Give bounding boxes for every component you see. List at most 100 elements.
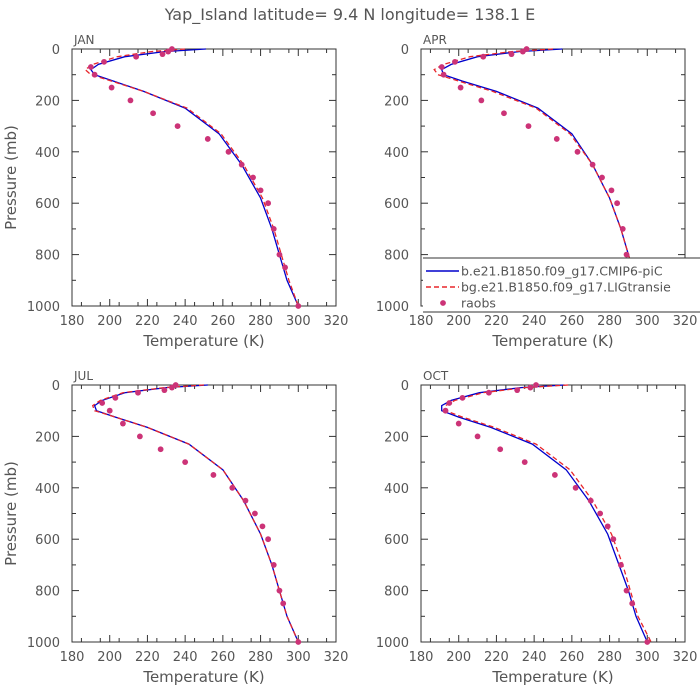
raobs-point (438, 64, 445, 70)
raobs-point (101, 58, 107, 65)
raobs-point (525, 123, 532, 129)
raobs-point (87, 64, 94, 70)
x-tick-label: 180 (409, 314, 434, 329)
raobs-point (270, 226, 277, 232)
x-tick-label: 220 (135, 650, 160, 665)
raobs-point (497, 446, 504, 453)
raobs-point (157, 446, 164, 453)
x-tick-label: 240 (173, 314, 198, 329)
raobs-point (617, 562, 624, 568)
x-tick-label: 200 (97, 650, 122, 665)
raobs-point (120, 420, 126, 427)
legend-label: raobs (461, 296, 496, 311)
x-tick-label: 200 (446, 314, 471, 329)
y-tick-label: 800 (384, 585, 409, 600)
x-tick-label: 280 (597, 650, 622, 665)
raobs-point (265, 200, 272, 207)
x-tick-label: 300 (286, 650, 311, 665)
raobs-point (446, 400, 453, 406)
x-tick-label: 260 (210, 650, 235, 665)
raobs-point (91, 71, 98, 78)
raobs-point (533, 382, 539, 388)
raobs-point (608, 187, 615, 194)
x-tick-label: 260 (559, 314, 584, 329)
x-tick-label: 320 (673, 314, 698, 329)
y-tick-label: 0 (52, 379, 60, 394)
raobs-point (521, 459, 528, 465)
x-tick-label: 220 (135, 314, 160, 329)
plot-frame (71, 384, 337, 643)
raobs-point (295, 639, 302, 645)
raobs-point (604, 523, 611, 530)
x-tick-label: 300 (635, 650, 660, 665)
raobs-point (282, 264, 288, 271)
raobs-point (252, 510, 258, 517)
raobs-point (108, 84, 115, 91)
raobs-point (553, 136, 560, 142)
raobs-point (161, 387, 168, 394)
x-tick-label: 320 (673, 650, 698, 665)
x-axis-label: Temperature (K) (491, 332, 613, 350)
series-lig-line (444, 384, 652, 643)
x-tick-label: 180 (409, 650, 434, 665)
y-tick-label: 200 (35, 430, 60, 445)
panel-jul: 180 200 220 240 260 280 300 320 0 200 400 600 800 100… (2, 369, 348, 686)
y-tick-label: 600 (35, 533, 60, 548)
x-tick-label: 240 (522, 314, 547, 329)
panel-month-label: OCT (423, 369, 449, 383)
series-picontrol-line (89, 48, 299, 307)
raobs-point (174, 123, 181, 129)
raobs-point (276, 587, 283, 594)
y-tick-label: 1000 (376, 300, 409, 315)
x-tick-label: 240 (522, 650, 547, 665)
x-tick-label: 260 (559, 650, 584, 665)
raobs-point (165, 48, 172, 55)
y-tick-label: 800 (35, 249, 60, 264)
x-tick-label: 220 (484, 650, 509, 665)
legend-label: bg.e21.B1850.f09_g17.LIGtransie (461, 280, 671, 295)
x-axis-label: Temperature (K) (142, 332, 264, 350)
series-lig-line (84, 48, 299, 307)
legend-label: b.e21.B1850.f09_g17.CMIP6-piC (461, 264, 663, 279)
panel-apr: 180 200 220 240 260 280 300 320 0 200 400 600 800 100… (376, 33, 700, 350)
raobs-point (182, 459, 189, 465)
raobs-point (150, 110, 156, 117)
y-axis-label: Pressure (mb) (2, 125, 20, 230)
raobs-point (572, 484, 579, 491)
legend-entry: b.e21.B1850.f09_g17.CMIP6-piC (426, 264, 663, 279)
raobs-point (133, 53, 140, 60)
legend-background (423, 258, 700, 312)
figure-title: Yap_Island latitude= 9.4 N longitude= 13… (164, 5, 536, 25)
raobs-point (276, 251, 283, 258)
panels: 180 200 220 240 260 280 300 320 0 200 400 600 800 100… (2, 33, 700, 686)
raobs-point (508, 51, 515, 58)
y-tick-label: 200 (384, 94, 409, 109)
raobs-point (225, 148, 232, 155)
raobs-point (623, 251, 630, 258)
raobs-point (169, 384, 175, 391)
x-tick-label: 300 (635, 314, 660, 329)
y-tick-label: 400 (384, 482, 409, 497)
x-tick-label: 180 (60, 314, 85, 329)
legend: b.e21.B1850.f09_g17.CMIP6-piCbg.e21.B185… (423, 257, 700, 313)
raobs-point (127, 97, 134, 104)
raobs-point (440, 71, 447, 78)
raobs-point (257, 187, 264, 194)
raobs-point (229, 484, 236, 491)
raobs-point (587, 497, 594, 504)
raobs-point (501, 110, 507, 117)
raobs-point (480, 53, 487, 60)
y-tick-label: 0 (401, 379, 409, 394)
raobs-point (270, 562, 277, 568)
y-tick-label: 600 (384, 197, 409, 212)
raobs-point (478, 97, 485, 104)
x-axis-label: Temperature (K) (491, 668, 613, 686)
x-tick-label: 280 (597, 314, 622, 329)
raobs-point (99, 400, 106, 406)
x-tick-label: 320 (324, 314, 349, 329)
raobs-point (259, 523, 266, 530)
raobs-point (514, 387, 521, 394)
y-tick-label: 600 (35, 197, 60, 212)
raobs-point (551, 472, 558, 478)
